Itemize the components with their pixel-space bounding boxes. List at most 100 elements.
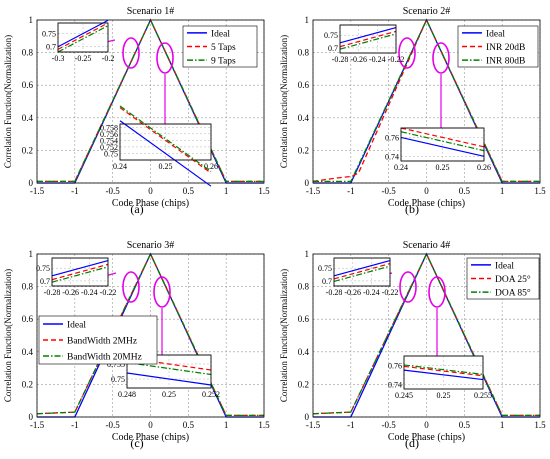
x-tick-label: 1	[500, 420, 505, 430]
inset-series-line-3	[119, 105, 212, 172]
x-tick-label: -1.5	[30, 186, 45, 196]
y-tick-label: 0	[305, 412, 310, 422]
x-tick-label: 0	[148, 186, 153, 196]
x-tick-label: 1	[224, 420, 229, 430]
inset-x-tick-label: -0.22	[100, 288, 117, 297]
inset-x-tick-label: -0.28	[326, 288, 343, 297]
chart-panel-3: -1.5 -1 -0.5 0 0.5 1 1.5 0 0.2 0.4 0.6 0.8 1 Scenario…	[3, 240, 270, 443]
x-tick-label: -1	[71, 420, 79, 430]
y-axis-label: Correlation Function(Normalization)	[279, 269, 289, 402]
inset-x-tick-label: 0.25	[436, 163, 450, 172]
inset-y-tick-label: 0.75	[318, 264, 332, 273]
zoom-region-ellipse	[156, 42, 174, 74]
y-axis-label: Correlation Function(Normalization)	[3, 35, 13, 168]
inset-x-tick-label: -0.24	[363, 288, 380, 297]
inset-series-line-2	[119, 107, 212, 174]
inset-x-tick-label: 0.26	[204, 162, 218, 171]
zoom-region-ellipse	[122, 271, 140, 303]
zoom-inset-2: 0.24 0.25 0.26 0.74 0.76	[385, 127, 491, 172]
inset-series-line-1	[57, 19, 109, 48]
chart-title: Scenario 1#	[127, 6, 175, 17]
inset-y-tick-label: 0.755	[107, 360, 125, 369]
x-tick-label: -0.5	[382, 186, 397, 196]
y-tick-label: 0.6	[22, 314, 34, 324]
y-tick-label: 1	[29, 15, 34, 25]
inset-y-tick-label: 0.756	[100, 130, 118, 139]
x-tick-label: 1	[224, 186, 229, 196]
inset-series-line-3	[57, 25, 109, 53]
inset-series-line-1	[126, 372, 212, 386]
axes-frame	[312, 19, 541, 184]
y-axis-label: Correlation Function(Normalization)	[279, 35, 289, 168]
inset-series-line-2	[403, 365, 484, 377]
x-axis-label: Code Phase (chips)	[388, 432, 465, 443]
inset-series-line-3	[400, 131, 485, 152]
x-tick-label: 0.5	[459, 186, 471, 196]
series-line-3	[312, 252, 540, 417]
legend-label-1: Ideal	[211, 29, 230, 39]
y-tick-label: 0	[29, 178, 34, 188]
legend-label-2: INR 20dB	[486, 43, 525, 53]
y-tick-label: 0.4	[298, 113, 310, 123]
y-tick-label: 0.8	[22, 48, 34, 58]
zoom-region-ellipse	[122, 37, 140, 69]
inset-x-tick-label: 0.245	[395, 391, 413, 400]
x-tick-label: 1.5	[258, 186, 270, 196]
x-axis-label: Code Phase (chips)	[112, 432, 189, 443]
inset-y-tick-label: 0.7	[40, 277, 50, 286]
x-axis-label: Code Phase (chips)	[388, 198, 465, 209]
y-tick-label: 0.8	[22, 282, 34, 292]
inset-series-line-2	[339, 30, 397, 48]
inset-x-tick-label: 0.26	[477, 163, 491, 172]
x-tick-label: -1	[347, 186, 355, 196]
legend-label-2: BandWidth 2MHz	[67, 337, 137, 347]
legend: Ideal 5 Taps 9 Taps	[182, 25, 258, 68]
inset-frame-outline	[57, 22, 109, 53]
legend-label-3: 9 Taps	[211, 57, 236, 67]
inset-x-tick-label: -0.28	[332, 55, 349, 64]
x-tick-label: -0.5	[106, 186, 121, 196]
x-tick-label: 0	[424, 420, 429, 430]
x-tick-label: -1.5	[30, 420, 45, 430]
chart-title: Scenario 3#	[127, 240, 175, 251]
zoom-region-ellipse	[399, 271, 417, 303]
inset-x-tick-label: -0.24	[369, 55, 386, 64]
inset-frame-outline	[51, 257, 109, 287]
y-tick-label: 0.4	[22, 347, 34, 357]
inset-x-tick-label: 0.255	[474, 391, 492, 400]
legend: Ideal INR 20dB INR 80dB	[457, 25, 539, 68]
inset-y-tick-label: 0.75	[36, 264, 50, 273]
x-tick-label: -0.5	[382, 420, 397, 430]
legend-label-2: DOA 25°	[495, 274, 531, 285]
zoom-region-ellipse	[432, 42, 450, 74]
inset-y-tick-label: 0.7	[46, 43, 56, 52]
y-tick-label: 0.4	[22, 113, 34, 123]
inset-x-tick-label: 0.25	[437, 391, 451, 400]
inset-series-line-3	[339, 33, 397, 50]
inset-series-line-1	[403, 369, 484, 381]
inset-y-tick-label: 0.74	[385, 152, 399, 161]
axes-frame	[312, 253, 541, 418]
inset-x-tick-label: -0.28	[44, 288, 61, 297]
inset-series-line-2	[57, 22, 109, 50]
inset-y-tick-label: 0.752	[100, 143, 118, 152]
inset-x-tick-label: -0.24	[81, 288, 98, 297]
inset-x-tick-label: -0.25	[75, 54, 92, 63]
y-tick-label: 0.6	[298, 80, 310, 90]
series-line-3	[36, 252, 264, 417]
legend: Ideal BandWidth 2MHz BandWidth 20MHz	[38, 315, 158, 365]
zoom-inset-1: -0.3 -0.25 -0.2 0.7 0.75	[42, 19, 114, 63]
x-tick-label: -0.5	[106, 420, 121, 430]
x-tick-label: -1.5	[306, 186, 321, 196]
inset-x-tick-label: -0.26	[62, 288, 79, 297]
x-tick-label: 0	[148, 420, 153, 430]
chart-panel-4: -1.5 -1 -0.5 0 0.5 1 1.5 0 0.2 0.4 0.6 0.8 1 Scenario…	[279, 240, 546, 443]
inset-x-tick-label: 0.25	[162, 390, 176, 399]
inset-x-tick-label: 0.252	[202, 390, 220, 399]
y-tick-label: 0.6	[22, 80, 34, 90]
inset-series-line-2	[126, 357, 212, 371]
x-tick-label: 1.5	[534, 186, 546, 196]
legend-label-3: BandWidth 20MHz	[67, 353, 142, 363]
